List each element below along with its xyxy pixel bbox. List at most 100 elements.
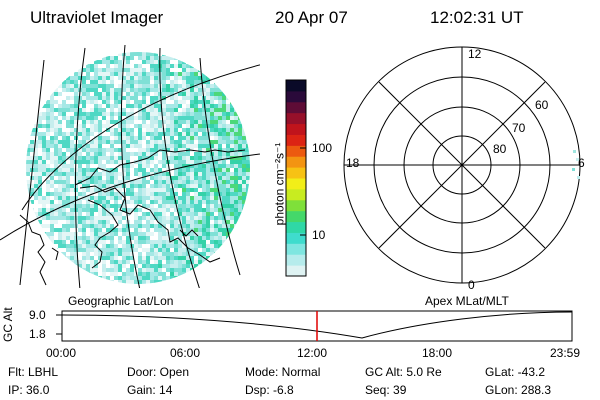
uv-pixel	[182, 188, 186, 192]
uv-pixel	[74, 188, 78, 192]
colorbar-swatch	[286, 167, 306, 179]
uv-pixel	[134, 196, 138, 200]
uv-pixel	[38, 124, 42, 128]
uv-pixel	[122, 264, 126, 268]
uv-pixel	[38, 120, 42, 124]
uv-pixel	[130, 120, 134, 124]
uv-pixel	[210, 108, 214, 112]
colorbar-tick-100: 100	[312, 141, 333, 155]
uv-pixel	[90, 256, 94, 260]
uv-pixel	[50, 192, 54, 196]
uv-pixel	[146, 92, 150, 96]
uv-pixel	[74, 124, 78, 128]
uv-pixel	[130, 264, 134, 268]
uv-pixel	[182, 224, 186, 228]
uv-pixel	[218, 120, 222, 124]
uv-pixel	[130, 52, 134, 56]
uv-pixel	[134, 120, 138, 124]
uv-pixel	[162, 180, 166, 184]
uv-pixel	[30, 188, 34, 192]
uv-pixel	[202, 164, 206, 168]
uv-pixel	[94, 204, 98, 208]
uv-pixel	[54, 156, 58, 160]
uv-pixel	[102, 80, 106, 84]
uv-pixel	[142, 96, 146, 100]
uv-pixel	[234, 196, 238, 200]
uv-pixel	[126, 132, 130, 136]
uv-pixel	[98, 256, 102, 260]
uv-pixel	[66, 88, 70, 92]
uv-pixel	[242, 164, 246, 168]
uv-pixel	[110, 88, 114, 92]
uv-pixel	[70, 224, 74, 228]
uv-pixel	[102, 260, 106, 264]
uv-pixel	[66, 104, 70, 108]
uv-pixel	[154, 60, 158, 64]
uv-pixel	[98, 140, 102, 144]
uv-pixel	[202, 264, 206, 268]
uv-pixel	[206, 244, 210, 248]
uv-pixel	[130, 272, 134, 276]
uv-pixel	[62, 152, 66, 156]
uv-pixel	[106, 272, 110, 276]
uv-pixel	[106, 148, 110, 152]
uv-pixel	[174, 128, 178, 132]
uv-pixel	[34, 128, 38, 132]
uv-pixel	[118, 244, 122, 248]
uv-pixel	[186, 240, 190, 244]
uv-pixel	[78, 252, 82, 256]
uv-pixel	[110, 148, 114, 152]
uv-pixel	[170, 240, 174, 244]
uv-pixel	[90, 100, 94, 104]
uv-pixel	[214, 196, 218, 200]
uv-pixel	[218, 192, 222, 196]
uv-pixel	[62, 124, 66, 128]
uv-pixel	[206, 256, 210, 260]
uv-pixel	[46, 228, 50, 232]
uv-pixel	[146, 76, 150, 80]
uv-pixel	[82, 188, 86, 192]
uv-pixel	[118, 72, 122, 76]
uv-pixel	[246, 176, 250, 180]
uv-pixel	[226, 104, 230, 108]
uv-pixel	[78, 264, 82, 268]
uv-pixel	[118, 56, 122, 60]
uv-pixel	[158, 256, 162, 260]
uv-pixel	[50, 244, 54, 248]
uv-pixel	[114, 172, 118, 176]
uv-pixel	[66, 132, 70, 136]
uv-pixel	[102, 192, 106, 196]
uv-pixel	[142, 140, 146, 144]
uv-pixel	[90, 228, 94, 232]
uv-pixel	[78, 236, 82, 240]
uv-pixel	[126, 84, 130, 88]
uv-pixel	[246, 140, 250, 144]
uv-pixel	[146, 68, 150, 72]
uv-pixel	[130, 228, 134, 232]
uv-pixel	[198, 96, 202, 100]
uv-pixel	[74, 112, 78, 116]
uv-pixel	[178, 140, 182, 144]
uv-pixel	[182, 272, 186, 276]
uv-pixel	[118, 68, 122, 72]
uv-pixel	[162, 272, 166, 276]
uv-pixel	[190, 216, 194, 220]
uv-pixel	[126, 208, 130, 212]
uv-pixel	[114, 228, 118, 232]
uv-pixel	[230, 220, 234, 224]
uv-pixel	[150, 248, 154, 252]
uv-pixel	[202, 180, 206, 184]
uv-pixel	[226, 216, 230, 220]
uv-pixel	[138, 148, 142, 152]
uv-pixel	[166, 152, 170, 156]
uv-pixel	[210, 224, 214, 228]
uv-pixel	[150, 144, 154, 148]
uv-pixel	[114, 180, 118, 184]
uv-pixel	[46, 236, 50, 240]
uv-pixel	[166, 244, 170, 248]
uv-pixel	[242, 176, 246, 180]
uv-pixel	[138, 164, 142, 168]
uv-pixel	[130, 208, 134, 212]
uv-pixel	[162, 68, 166, 72]
uv-pixel	[94, 120, 98, 124]
